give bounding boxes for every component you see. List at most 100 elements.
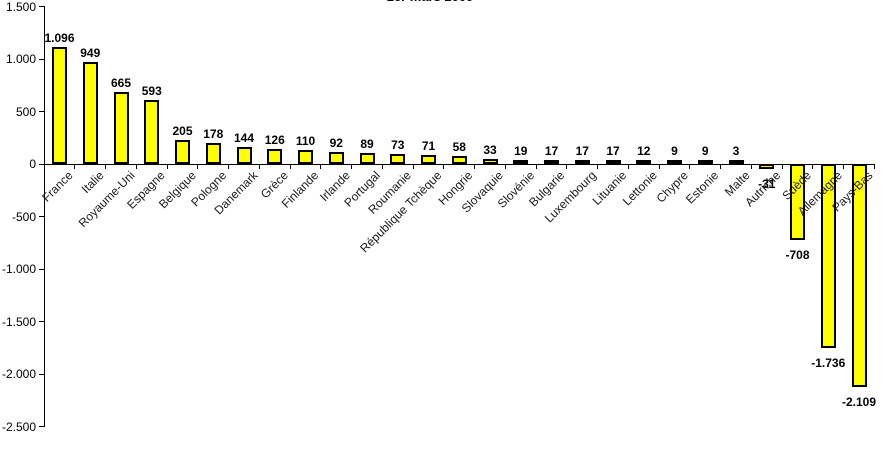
bar-value-label: 3 <box>732 144 740 158</box>
x-tick <box>720 164 721 169</box>
chart-title: 1er mars 2009 <box>325 0 535 4</box>
bar-value-label: 92 <box>329 136 343 150</box>
bar-value-label: 73 <box>391 138 405 152</box>
bar <box>851 164 867 387</box>
bar <box>759 164 775 169</box>
y-tick-label: 1.500 <box>5 0 36 14</box>
x-tick <box>873 164 875 169</box>
bar-value-label: 126 <box>264 133 285 147</box>
bar <box>544 160 559 164</box>
bar-value-label: -1.736 <box>811 356 846 370</box>
bar-value-label: -708 <box>785 248 810 262</box>
x-tick <box>504 164 506 169</box>
y-tick <box>39 373 44 375</box>
bar-value-label: 71 <box>421 139 436 153</box>
x-tick <box>566 164 568 169</box>
y-tick <box>39 268 44 270</box>
x-tick <box>750 164 752 169</box>
bar <box>421 155 436 164</box>
x-tick <box>258 164 260 169</box>
x-tick <box>474 164 475 169</box>
x-tick <box>627 164 629 169</box>
bar <box>82 62 98 164</box>
bar-value-label: 205 <box>172 124 193 138</box>
bar <box>298 150 313 164</box>
bar-value-label: 12 <box>637 144 651 158</box>
x-tick <box>74 164 76 169</box>
bar-value-label: 144 <box>233 131 255 145</box>
bar-value-label: 110 <box>295 134 316 148</box>
bar-value-label: 9 <box>701 144 709 158</box>
x-tick <box>658 164 660 169</box>
bar-value-label: 89 <box>360 137 374 151</box>
bar-value-label: 17 <box>575 144 589 158</box>
bar-value-label: 665 <box>110 76 132 90</box>
x-tick <box>689 164 691 169</box>
y-tick <box>39 111 44 112</box>
x-category-label: Estonie <box>683 168 722 207</box>
x-category-label: France <box>39 168 76 205</box>
x-tick <box>812 164 814 169</box>
bar-value-label: -2.109 <box>841 395 877 409</box>
bar <box>574 160 590 164</box>
bar-value-label: 19 <box>514 144 528 158</box>
bar-value-label: 593 <box>141 84 162 98</box>
bar <box>667 160 682 164</box>
bar <box>267 149 283 164</box>
bar-value-label: 178 <box>203 127 224 141</box>
bar-value-label: 17 <box>606 144 620 158</box>
bar <box>328 152 344 164</box>
y-tick <box>39 163 44 165</box>
bar <box>390 154 406 164</box>
bar <box>728 160 744 164</box>
y-tick-label: -1.500 <box>1 314 36 329</box>
x-tick <box>781 164 783 169</box>
bar <box>359 153 375 164</box>
x-tick <box>597 164 598 169</box>
bar <box>790 164 805 240</box>
x-tick <box>412 164 414 169</box>
y-tick-label: 0 <box>29 157 36 171</box>
bar-value-label: 17 <box>544 144 559 158</box>
x-tick <box>320 164 322 169</box>
y-tick-label: -2.500 <box>1 419 36 434</box>
y-tick-label: -500 <box>11 209 36 224</box>
bar <box>144 100 160 164</box>
bar-value-label: 58 <box>452 140 466 154</box>
bar-value-label: -31 <box>758 177 776 191</box>
bar <box>605 160 621 164</box>
x-tick <box>135 164 137 169</box>
y-tick <box>39 58 44 60</box>
x-tick <box>228 164 229 169</box>
bar <box>636 160 652 164</box>
x-tick <box>197 164 199 169</box>
x-tick <box>443 164 445 169</box>
x-axis-line <box>43 163 875 165</box>
bar-value-label: 33 <box>483 143 497 157</box>
x-tick <box>166 164 168 169</box>
bar <box>113 92 129 164</box>
bar <box>697 160 713 164</box>
x-tick <box>105 164 106 169</box>
bar <box>236 147 252 164</box>
bar-value-label: 949 <box>80 46 101 60</box>
x-tick <box>351 164 352 169</box>
bar <box>482 159 498 164</box>
bar-value-label: 1.096 <box>44 31 75 45</box>
y-tick <box>39 216 44 217</box>
bar <box>820 164 836 348</box>
bar <box>52 47 67 164</box>
x-tick <box>289 164 291 169</box>
y-axis-line <box>43 6 45 427</box>
y-tick-label: 500 <box>15 104 36 119</box>
bar <box>451 156 467 164</box>
y-tick <box>39 321 44 322</box>
x-tick <box>381 164 383 169</box>
y-tick-label: -2.000 <box>1 367 36 381</box>
y-tick-label: 1.000 <box>5 52 36 66</box>
y-tick <box>39 6 44 7</box>
x-tick <box>535 164 537 169</box>
bar <box>513 160 529 164</box>
y-tick-label: -1.000 <box>1 262 36 276</box>
y-tick <box>39 426 44 427</box>
